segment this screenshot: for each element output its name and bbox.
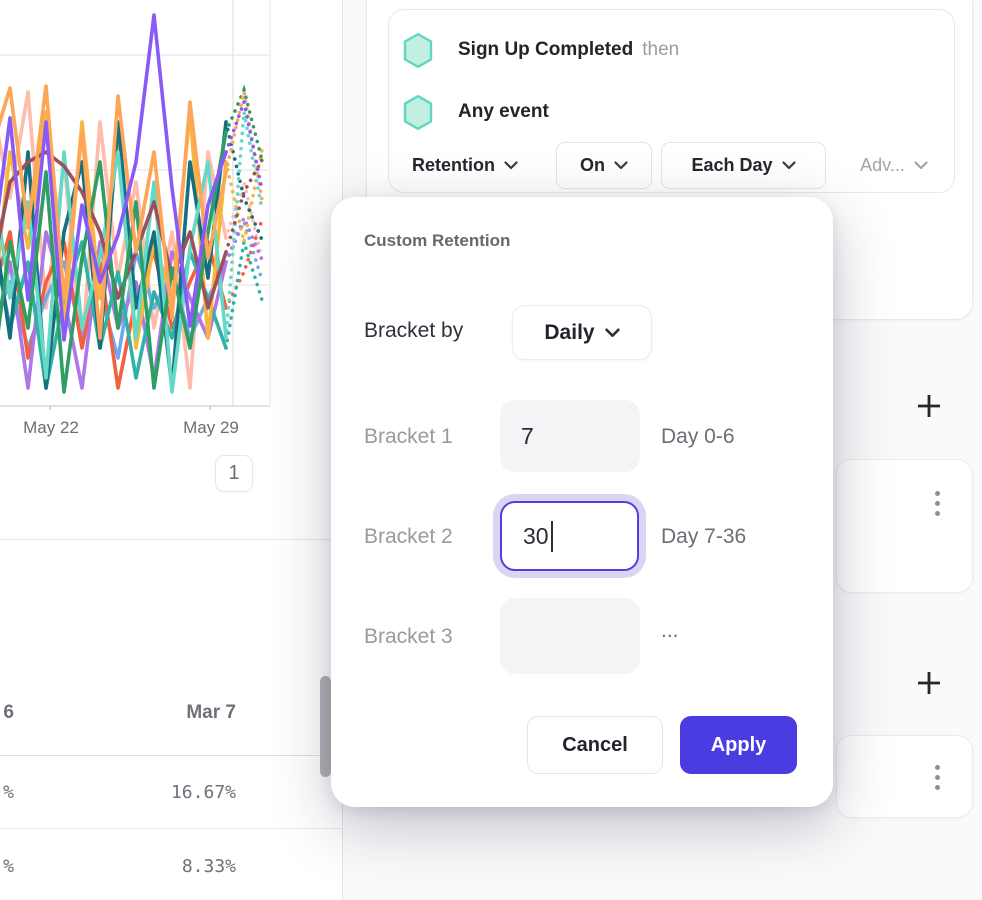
table-cell-clipped: % [3,782,14,803]
add-section-button[interactable] [914,391,944,421]
cancel-button[interactable]: Cancel [527,716,663,774]
step-connector-label: then [642,39,680,60]
chevron-down-icon [914,161,928,170]
measurement-dropdown-label: Retention [412,155,495,175]
advanced-dropdown[interactable]: Adv... [844,142,944,189]
event-name[interactable]: Any event [458,101,549,122]
table-cell-clipped: % [3,856,14,877]
bracket-3-input[interactable] [500,598,640,674]
bracket-1-label: Bracket 1 [364,425,453,448]
text-caret [550,520,553,552]
chevron-down-icon [614,161,628,170]
table-header-clipped: 6 [3,702,14,723]
bracket-1-value: 7 [521,422,534,449]
bracket-1-range: Day 0-6 [661,425,735,448]
table-scrollbar-thumb[interactable] [320,676,331,777]
on-dropdown[interactable]: On [556,142,652,189]
event-hexagon-icon [403,32,433,68]
on-dropdown-label: On [580,155,605,175]
granularity-dropdown-label: Each Day [691,155,773,175]
table-header-mar7: Mar 7 [186,702,236,723]
granularity-dropdown[interactable]: Each Day [661,142,826,189]
modal-title: Custom Retention [364,231,511,250]
table-cell-value: 8.33% [181,856,236,877]
chevron-down-icon [604,328,620,337]
retention-line-chart [0,0,342,414]
bracket-3-label: Bracket 3 [364,625,453,648]
bracket-by-label: Bracket by [364,319,464,342]
plus-icon [918,672,940,694]
query-step-1[interactable]: Sign Up Completed then [402,32,679,68]
custom-retention-modal: Custom Retention Bracket by Daily Bracke… [331,197,833,807]
bracket-2-range: Day 7-36 [661,525,747,548]
apply-button[interactable]: Apply [680,716,797,774]
event-hexagon-icon [403,94,433,130]
table-row-border [0,828,342,829]
bracket-3-range: ... [661,619,679,642]
advanced-dropdown-label: Adv... [860,155,905,175]
chart-series [0,13,264,394]
chevron-down-icon [504,161,518,170]
bracket-2-value: 30 [523,522,549,549]
table-cell-value: 16.67% [170,782,236,803]
bracket-by-dropdown[interactable]: Daily [512,305,652,360]
event-name[interactable]: Sign Up Completed [458,39,634,60]
results-divider [0,539,343,540]
bracket-2-input[interactable]: 30 [500,501,639,571]
bracket-1-input[interactable]: 7 [500,400,640,472]
x-axis-labels: May 22 May 29 [0,418,342,442]
kebab-menu-icon[interactable] [930,491,944,516]
query-step-2[interactable]: Any event [402,94,549,130]
bracket-by-value: Daily [544,320,595,344]
add-section-button[interactable] [914,668,944,698]
x-tick-label: May 22 [23,418,79,437]
pagination-page-button[interactable]: 1 [215,455,253,492]
chart-canvas [0,0,271,414]
x-tick-label: May 29 [183,418,239,437]
results-panel: May 22 May 29 1 6 Mar 7 % 16.67% % 8.33% [0,0,343,900]
chevron-down-icon [781,161,796,170]
retention-query-card: Sign Up Completed then Any event Retenti… [388,9,955,193]
side-card[interactable] [836,459,973,593]
kebab-menu-icon[interactable] [930,765,944,790]
table-header-border [0,755,342,756]
plus-icon [918,395,940,417]
measurement-dropdown[interactable]: Retention [395,142,535,189]
bracket-2-label: Bracket 2 [364,525,453,548]
side-card[interactable] [836,735,973,818]
